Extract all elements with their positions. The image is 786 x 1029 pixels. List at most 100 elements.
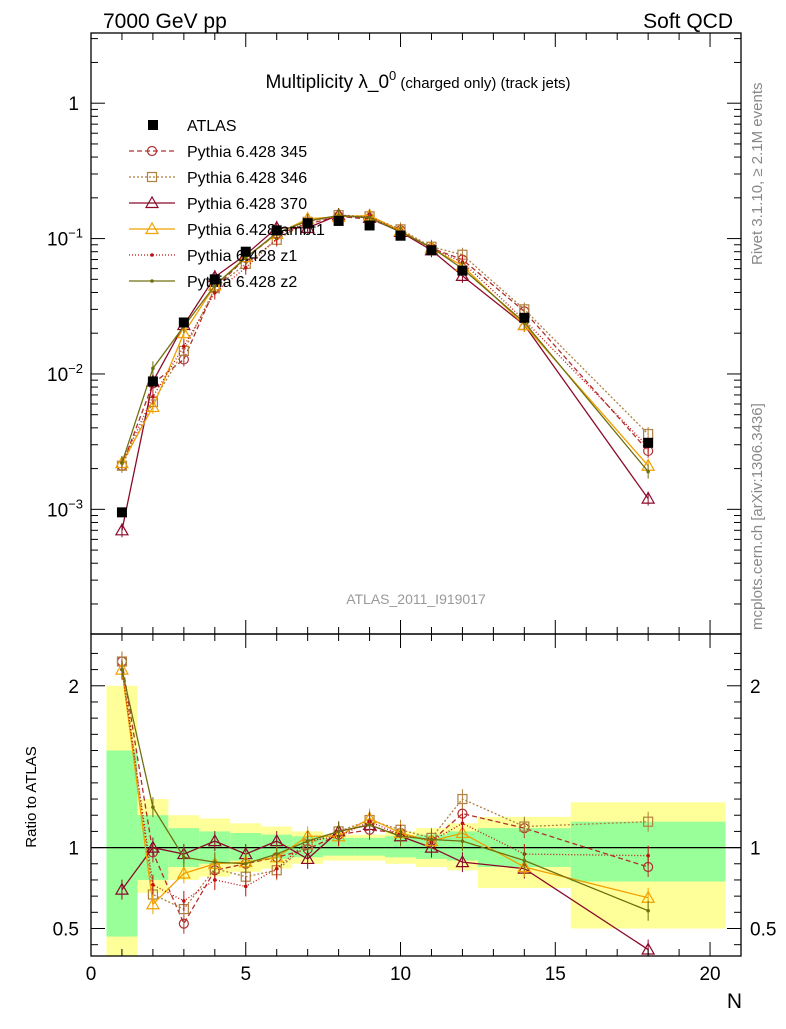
legend-label-3: Pythia 6.428 ambt1: [187, 222, 325, 239]
reference-marker-0: [116, 507, 127, 518]
header-category-label: Soft QCD: [643, 10, 733, 33]
legend-marker-3: [144, 221, 160, 235]
ratio-y-tick-label-left: 2: [68, 677, 79, 698]
main-plot-area: 1 10−1 10−2 10−3: [47, 32, 742, 635]
legend-label-2: Pythia 6.428 370: [187, 196, 307, 213]
side-mcplots-label: mcplots.cern.ch [arXiv:1306.3436]: [749, 403, 766, 630]
ratio-marker-5-6: [305, 839, 310, 843]
ratio-marker-3-2: [176, 866, 191, 879]
y-tick-label: 10−2: [47, 361, 83, 386]
legend: ATLAS Pythia 6.428 345 Pythia 6.428 346 Pyt…: [129, 118, 325, 291]
ratio-line-4: [121, 669, 649, 902]
uncertainty-band-inner-9: [385, 836, 416, 858]
uncertainty-band-inner-8: [354, 837, 386, 856]
ratio-marker-2-0: [114, 882, 129, 895]
series-marker-2-13: [641, 491, 656, 504]
plot-title: Multiplicity λ_00 (charged only) (track …: [265, 68, 570, 93]
title-superscript: 0: [389, 68, 396, 83]
reference-marker-2: [178, 317, 189, 328]
ratio-marker-1-11: [457, 793, 468, 805]
ratio-marker-5-3: [213, 860, 217, 864]
legend-entry-1: Pythia 6.428 346: [129, 170, 307, 187]
series-marker-5-13: [646, 469, 650, 474]
ratio-marker-2-3: [207, 833, 222, 847]
legend-marker-0: [146, 145, 158, 157]
ratio-marker-4-13: [646, 853, 650, 858]
legend-marker-atlas: [148, 120, 158, 130]
legend-label-atlas: ATLAS: [187, 118, 237, 135]
ratio-marker-4-2: [182, 899, 186, 903]
series-marker-5-8: [367, 215, 372, 220]
legend-marker-4: [150, 253, 154, 257]
ratio-marker-4-11: [460, 821, 465, 826]
side-rivet-label: Rivet 3.1.10, ≥ 2.1M events: [749, 83, 766, 266]
legend-entry-5: Pythia 6.428 z2: [129, 274, 297, 291]
ratio-series-group: [114, 651, 656, 956]
x-tick-label: 10: [390, 964, 411, 985]
ratio-marker-2-11: [455, 854, 470, 868]
legend-entry-0: Pythia 6.428 345: [129, 144, 307, 161]
ratio-marker-4-4: [243, 884, 248, 889]
y-tick-label: 1: [68, 94, 79, 115]
series-line-2: [121, 214, 649, 531]
series-marker-4-1: [151, 394, 155, 399]
ratio-marker-2-10: [424, 840, 439, 853]
x-tick-label: 20: [699, 964, 720, 985]
ratio-marker-4-1: [151, 883, 155, 887]
ratio-marker-5-1: [151, 805, 155, 809]
ratio-marker-3-12: [517, 859, 532, 873]
uncertainty-band-inner-7: [323, 837, 355, 856]
ratio-line-2: [121, 824, 649, 951]
series-line-5: [121, 214, 649, 473]
legend-entry-4: Pythia 6.428 z1: [129, 248, 297, 265]
ratio-marker-5-2: [182, 855, 186, 860]
reference-marker-5: [271, 225, 282, 236]
ratio-marker-0-2: [178, 918, 189, 929]
uncertainty-band-inner-0: [106, 750, 138, 937]
series-line-1: [121, 214, 649, 467]
ratio-marker-5-10: [429, 837, 434, 842]
reference-marker-7: [333, 215, 344, 226]
ratio-ylabel: Ratio to ATLAS: [23, 746, 40, 847]
ratio-y-tick-label-left: 1: [68, 839, 79, 860]
legend-label-4: Pythia 6.428 z1: [187, 248, 297, 265]
series-marker-5-0: [120, 461, 124, 465]
title-subtitle: (charged only) (track jets): [396, 75, 570, 92]
reference-marker-13: [643, 437, 654, 448]
reference-marker-6: [302, 218, 313, 229]
ratio-marker-2-6: [300, 851, 315, 865]
analysis-id: ATLAS_2011_I919017: [346, 591, 486, 607]
ratio-line-1: [121, 661, 649, 910]
ratio-marker-5-12: [522, 858, 527, 863]
ratio-y-tick-label-left: 0.5: [53, 919, 79, 940]
ratio-marker-1-13: [643, 816, 654, 827]
x-axis-label: N: [727, 990, 742, 1013]
reference-marker-10: [426, 245, 437, 256]
main-series-group: [114, 207, 656, 538]
series-line-0: [121, 215, 649, 466]
series-marker-5-4: [243, 256, 248, 260]
y-tick-label: 10−1: [47, 226, 83, 251]
reference-marker-8: [364, 220, 375, 231]
header-energy-label: 7000 GeV pp: [103, 10, 227, 33]
reference-marker-3: [209, 274, 220, 285]
reference-marker-11: [457, 265, 468, 276]
ratio-plot-area: 0 5 10 15 20 0.5 0.5 1 1 2 2: [53, 633, 776, 985]
legend-marker-5: [150, 279, 154, 283]
ratio-marker-5-13: [646, 908, 650, 913]
legend-entry-atlas: ATLAS: [148, 118, 237, 135]
series-marker-5-1: [151, 366, 155, 371]
ratio-marker-5-8: [367, 823, 372, 827]
ratio-y-tick-label-right: 0.5: [750, 919, 776, 940]
series-marker-5-3: [213, 283, 217, 288]
series-marker-3-12: [517, 317, 532, 331]
series-marker-2-0: [114, 523, 129, 536]
series-marker-3-2: [176, 325, 191, 339]
ratio-marker-5-11: [460, 839, 465, 843]
ratio-marker-4-3: [213, 878, 217, 882]
x-tick-label: 5: [240, 964, 251, 985]
x-tick-label: 0: [86, 964, 97, 985]
ratio-marker-3-1: [145, 897, 160, 910]
x-tick-label: 15: [545, 964, 566, 985]
